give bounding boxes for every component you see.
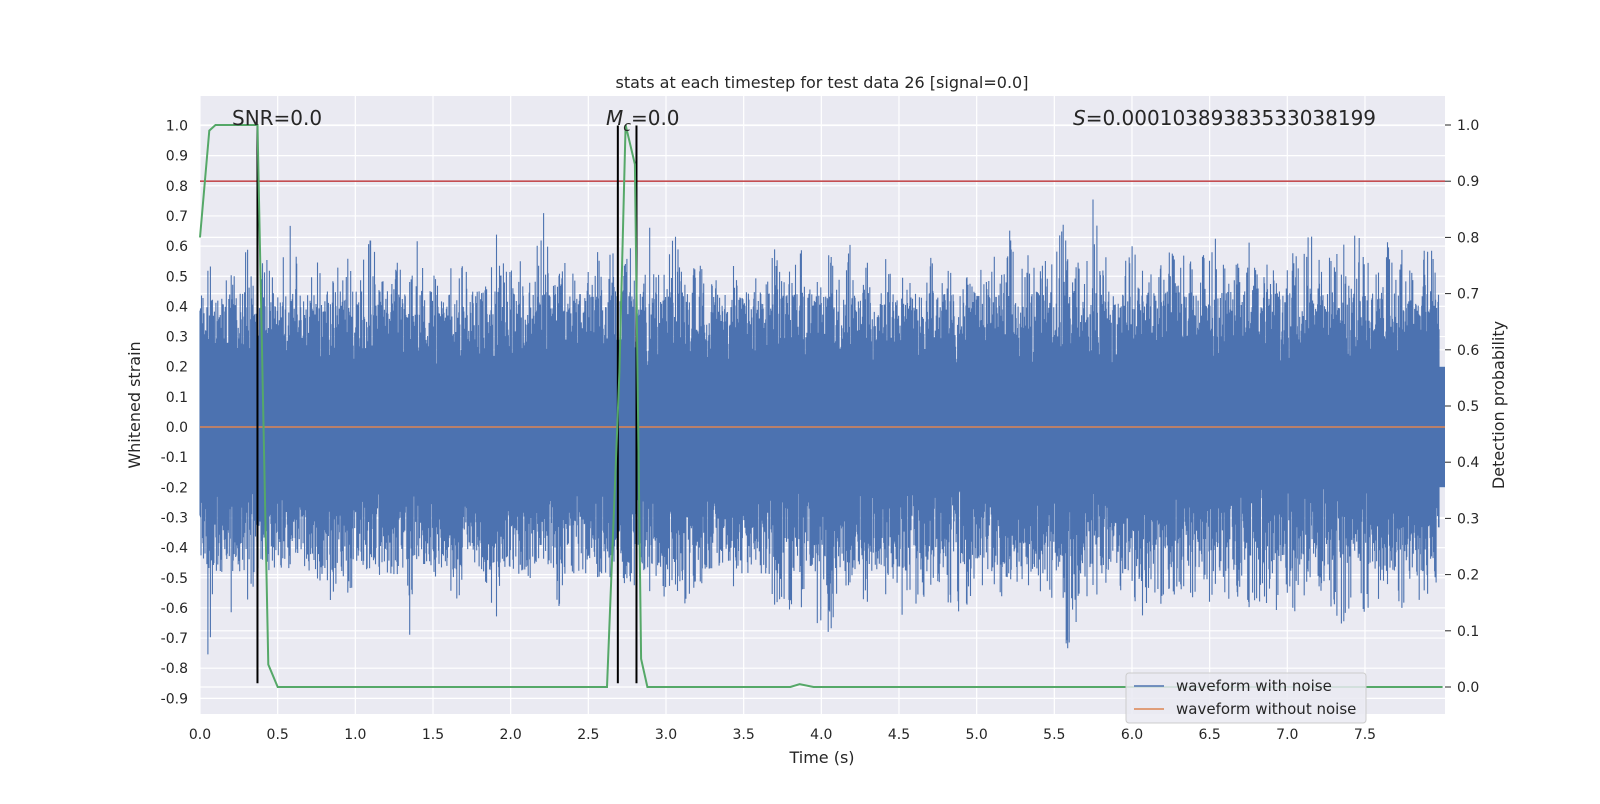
y-tick-label: 0.1 (166, 390, 188, 406)
x-tick-label: 3.5 (733, 727, 755, 743)
y2-axis-label: Detection probability (1489, 321, 1508, 489)
y2-tick-label: 0.8 (1457, 230, 1479, 246)
y-tick-label: 0.7 (166, 209, 188, 225)
y-tick-label: 0.9 (166, 149, 188, 165)
s-value: =0.00010389383533038199 (1086, 106, 1376, 130)
x-tick-label: 0.0 (189, 727, 211, 743)
y2-tick-label: 0.2 (1457, 568, 1479, 584)
waveform-with-noise-line (199, 199, 1440, 655)
y2-tick-label: 0.9 (1457, 174, 1479, 190)
x-axis-ticks: 0.0 0.5 1.0 1.5 2.0 2.5 3.0 3.5 4.0 4.5 5.0 5.5 6.0 6… (189, 727, 1376, 743)
detection-probability-line (199, 124, 1443, 688)
x-tick-label: 7.5 (1354, 727, 1376, 743)
x-tick-label: 4.5 (888, 727, 910, 743)
x-tick-label: 1.0 (344, 727, 366, 743)
snr-annotation: SNR=0.0 (232, 106, 322, 130)
y-tick-label: -0.9 (161, 691, 188, 707)
y2-axis-ticks: 1.0 0.9 0.8 0.7 0.6 0.5 0.4 0.3 0.2 0.1 0.0 (1445, 118, 1479, 696)
chart-title: stats at each timestep for test data 26 … (616, 73, 1029, 92)
x-tick-label: 4.0 (810, 727, 832, 743)
y-tick-label: 0.3 (166, 330, 188, 346)
mc-subscript: c (623, 119, 631, 135)
mc-symbol: M (606, 106, 623, 130)
y2-tick-label: 0.6 (1457, 343, 1479, 359)
y-tick-label: -0.7 (161, 631, 188, 647)
y2-tick-label: 0.5 (1457, 399, 1479, 415)
y-tick-label: -0.3 (161, 510, 188, 526)
y-tick-label: -0.2 (161, 480, 188, 496)
y-tick-label: 0.2 (166, 360, 188, 376)
y-tick-label: -0.6 (161, 601, 188, 617)
x-tick-label: 3.0 (655, 727, 677, 743)
y-tick-label: -0.8 (161, 661, 188, 677)
x-tick-label: 5.0 (966, 727, 988, 743)
legend: waveform with noise waveform without noi… (1125, 672, 1367, 724)
x-tick-label: 7.0 (1276, 727, 1298, 743)
y-tick-label: 0.8 (166, 179, 188, 195)
y-tick-label: 0.4 (166, 299, 188, 315)
x-tick-label: 6.5 (1199, 727, 1221, 743)
x-tick-label: 2.0 (500, 727, 522, 743)
horizontal-lines (200, 180, 1445, 428)
y-axis-label: Whitened strain (125, 341, 144, 468)
y-tick-label: -0.1 (161, 450, 188, 466)
y-tick-label: 0.6 (166, 239, 188, 255)
y2-tick-label: 0.1 (1457, 624, 1479, 640)
x-axis-label: Time (s) (788, 748, 854, 767)
legend-label-waveform-with-noise: waveform with noise (1176, 677, 1332, 695)
y2-tick-label: 0.7 (1457, 287, 1479, 303)
y-tick-label: -0.4 (161, 541, 188, 557)
y-tick-label: 1.0 (166, 119, 188, 135)
y-tick-label: 0.0 (166, 420, 188, 436)
y-axis-ticks: 1.0 0.9 0.8 0.7 0.6 0.5 0.4 0.3 0.2 0.1 0.0 -0.1 -0.… (161, 119, 188, 708)
y2-tick-label: 1.0 (1457, 118, 1479, 134)
mc-value: =0.0 (631, 106, 680, 130)
x-tick-label: 6.0 (1121, 727, 1143, 743)
detection-probability-series (199, 124, 1443, 688)
y2-tick-label: 0.3 (1457, 511, 1479, 527)
y-tick-label: -0.5 (161, 571, 188, 587)
s-symbol: S (1073, 106, 1086, 130)
x-tick-label: 1.5 (422, 727, 444, 743)
x-tick-label: 0.5 (267, 727, 289, 743)
y-tick-label: 0.5 (166, 269, 188, 285)
x-tick-label: 2.5 (577, 727, 599, 743)
s-annotation: S=0.00010389383533038199 (1073, 106, 1376, 130)
y2-tick-label: 0.0 (1457, 680, 1479, 696)
mc-annotation: Mc=0.0 (606, 106, 680, 135)
x-tick-label: 5.5 (1043, 727, 1065, 743)
legend-label-waveform-without-noise: waveform without noise (1176, 700, 1356, 718)
legend-box (1125, 672, 1367, 724)
y2-tick-label: 0.4 (1457, 455, 1479, 471)
